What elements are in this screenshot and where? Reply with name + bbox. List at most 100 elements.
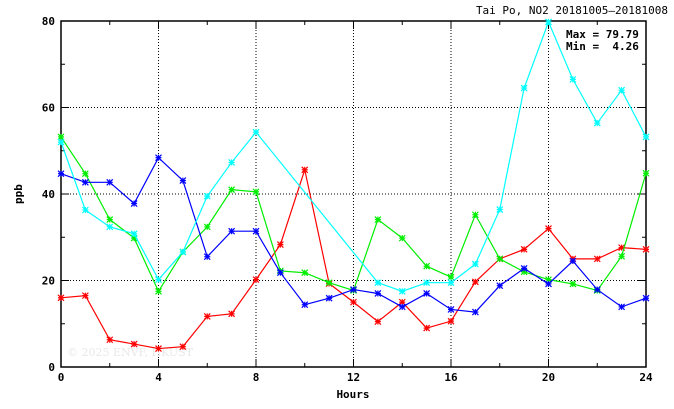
data-point-red xyxy=(301,166,309,174)
data-point-cyan xyxy=(57,138,65,146)
data-point-green xyxy=(301,269,309,277)
data-point-cyan xyxy=(179,248,187,256)
data-point-blue xyxy=(447,306,455,313)
y-tick-label: 80 xyxy=(42,15,55,28)
data-point-blue xyxy=(252,227,260,235)
data-point-blue xyxy=(496,282,504,290)
y-tick-label: 0 xyxy=(48,361,55,374)
data-point-cyan xyxy=(642,133,650,141)
data-point-green xyxy=(325,279,333,287)
data-point-green xyxy=(471,211,479,219)
x-tick-label: 0 xyxy=(58,371,65,384)
data-point-red xyxy=(593,255,601,263)
data-point-cyan xyxy=(520,84,528,92)
series-line-green xyxy=(60,136,647,293)
data-point-blue xyxy=(325,294,333,302)
data-point-red xyxy=(252,276,260,284)
data-point-blue xyxy=(203,253,211,261)
data-point-blue xyxy=(545,280,552,288)
data-point-cyan xyxy=(447,279,455,287)
data-point-blue xyxy=(398,303,406,311)
data-point-red xyxy=(228,310,236,318)
data-point-green xyxy=(203,223,211,231)
data-point-red xyxy=(81,292,89,300)
data-point-green xyxy=(81,170,89,178)
data-point-blue xyxy=(276,269,284,277)
data-point-green xyxy=(642,169,650,177)
data-point-green xyxy=(57,133,65,141)
y-tick-label: 20 xyxy=(42,275,55,288)
data-point-cyan xyxy=(569,75,577,83)
y-tick-label: 40 xyxy=(42,188,55,201)
data-point-blue xyxy=(130,200,138,207)
data-point-green xyxy=(423,262,431,270)
data-point-cyan xyxy=(374,279,382,287)
data-point-red xyxy=(179,343,187,351)
chart-title: Tai Po, NO2 20181005–20181008 xyxy=(476,4,668,17)
x-axis-label: Hours xyxy=(336,388,369,401)
data-point-cyan xyxy=(228,159,236,166)
data-point-blue xyxy=(228,227,236,235)
data-point-cyan xyxy=(203,192,211,200)
series-group xyxy=(57,18,650,352)
data-point-red xyxy=(350,298,357,306)
data-point-red xyxy=(106,336,114,344)
data-point-green xyxy=(374,216,382,223)
data-point-blue xyxy=(350,286,357,294)
data-point-cyan xyxy=(618,86,626,94)
data-point-blue xyxy=(374,290,382,297)
data-point-green xyxy=(252,188,260,196)
min-label: Min = 4.26 xyxy=(566,40,639,53)
data-point-red xyxy=(545,225,552,233)
data-point-cyan xyxy=(471,260,479,268)
x-tick-label: 24 xyxy=(639,371,653,384)
data-point-red xyxy=(203,312,211,320)
data-point-blue xyxy=(471,308,479,316)
data-point-blue xyxy=(569,257,577,265)
data-point-red xyxy=(57,294,65,302)
data-point-red xyxy=(447,317,455,325)
data-point-red xyxy=(642,245,650,253)
data-point-red xyxy=(155,345,162,352)
data-point-blue xyxy=(57,170,65,178)
data-point-red xyxy=(276,241,284,249)
data-point-cyan xyxy=(545,18,552,26)
x-tick-label: 20 xyxy=(542,371,555,384)
data-point-green xyxy=(106,216,114,223)
data-point-blue xyxy=(423,290,431,297)
data-point-blue xyxy=(301,301,309,309)
data-point-cyan xyxy=(81,206,89,214)
data-point-cyan xyxy=(593,119,601,127)
data-point-cyan xyxy=(130,230,138,238)
data-point-blue xyxy=(618,303,626,311)
data-point-green xyxy=(569,280,577,288)
data-point-blue xyxy=(155,154,162,162)
data-point-cyan xyxy=(106,223,114,231)
watermark: © 2025 ENVF, HKUST xyxy=(67,346,194,359)
data-point-red xyxy=(374,318,382,326)
data-point-green xyxy=(155,287,162,295)
data-point-green xyxy=(496,255,504,263)
data-point-red xyxy=(471,278,479,286)
x-tick-label: 16 xyxy=(444,371,458,384)
data-point-red xyxy=(520,245,528,253)
data-point-green xyxy=(398,234,406,242)
data-point-blue xyxy=(593,286,601,294)
data-point-cyan xyxy=(423,279,431,287)
data-point-cyan xyxy=(398,287,406,295)
data-point-blue xyxy=(106,178,114,186)
data-point-green xyxy=(228,186,236,194)
data-point-cyan xyxy=(155,276,162,284)
grid xyxy=(61,21,646,367)
x-tick-label: 8 xyxy=(253,371,260,384)
data-point-red xyxy=(130,340,138,348)
axis-ticks: 0 4 8 12 16 20 24 0 20 40 60 80 xyxy=(42,15,653,384)
y-tick-label: 60 xyxy=(42,102,55,115)
data-point-cyan xyxy=(496,206,504,213)
x-tick-label: 4 xyxy=(155,371,162,384)
data-point-cyan xyxy=(252,128,260,136)
max-label: Max = 79.79 xyxy=(566,28,639,41)
data-point-green xyxy=(447,273,455,281)
data-point-blue xyxy=(179,177,187,185)
